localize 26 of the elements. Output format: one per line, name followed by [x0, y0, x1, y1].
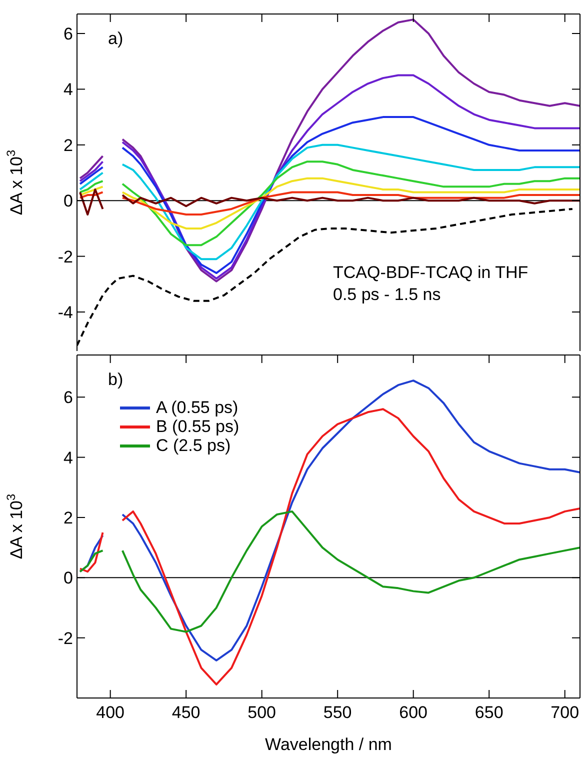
y-tick-label: 0 — [64, 568, 73, 588]
x-tick-label: 550 — [323, 703, 352, 722]
annotation: b) — [108, 370, 124, 390]
x-tick-label: 400 — [96, 703, 125, 722]
y-tick-label: 6 — [64, 388, 73, 408]
x-tick-label: 450 — [172, 703, 200, 722]
annotation: 0.5 ps - 1.5 ns — [333, 285, 441, 305]
y-tick-label: 6 — [64, 24, 73, 44]
legend-label: C (2.5 ps) — [156, 436, 231, 455]
x-tick-label: 600 — [399, 703, 428, 722]
y-tick-label: -2 — [58, 628, 73, 648]
y-tick-label: -2 — [58, 247, 73, 266]
legend-label: A (0.55 ps) — [156, 398, 238, 417]
y-tick-label: 2 — [64, 508, 73, 528]
y-tick-label: 4 — [64, 448, 73, 468]
y-tick-label: 0 — [64, 192, 73, 211]
x-tick-label: 700 — [550, 703, 580, 722]
annotation: a) — [108, 29, 124, 49]
x-tick-label: 650 — [474, 703, 504, 722]
y-tick-label: 4 — [64, 80, 73, 100]
y-tick-label: -4 — [58, 303, 73, 322]
annotation: TCAQ-BDF-TCAQ in THF — [333, 263, 528, 283]
x-axis-title: Wavelength / nm — [265, 735, 392, 754]
y-tick-label: 2 — [64, 136, 73, 155]
legend-label: B (0.55 ps) — [156, 417, 240, 436]
x-tick-label: 500 — [248, 703, 276, 722]
